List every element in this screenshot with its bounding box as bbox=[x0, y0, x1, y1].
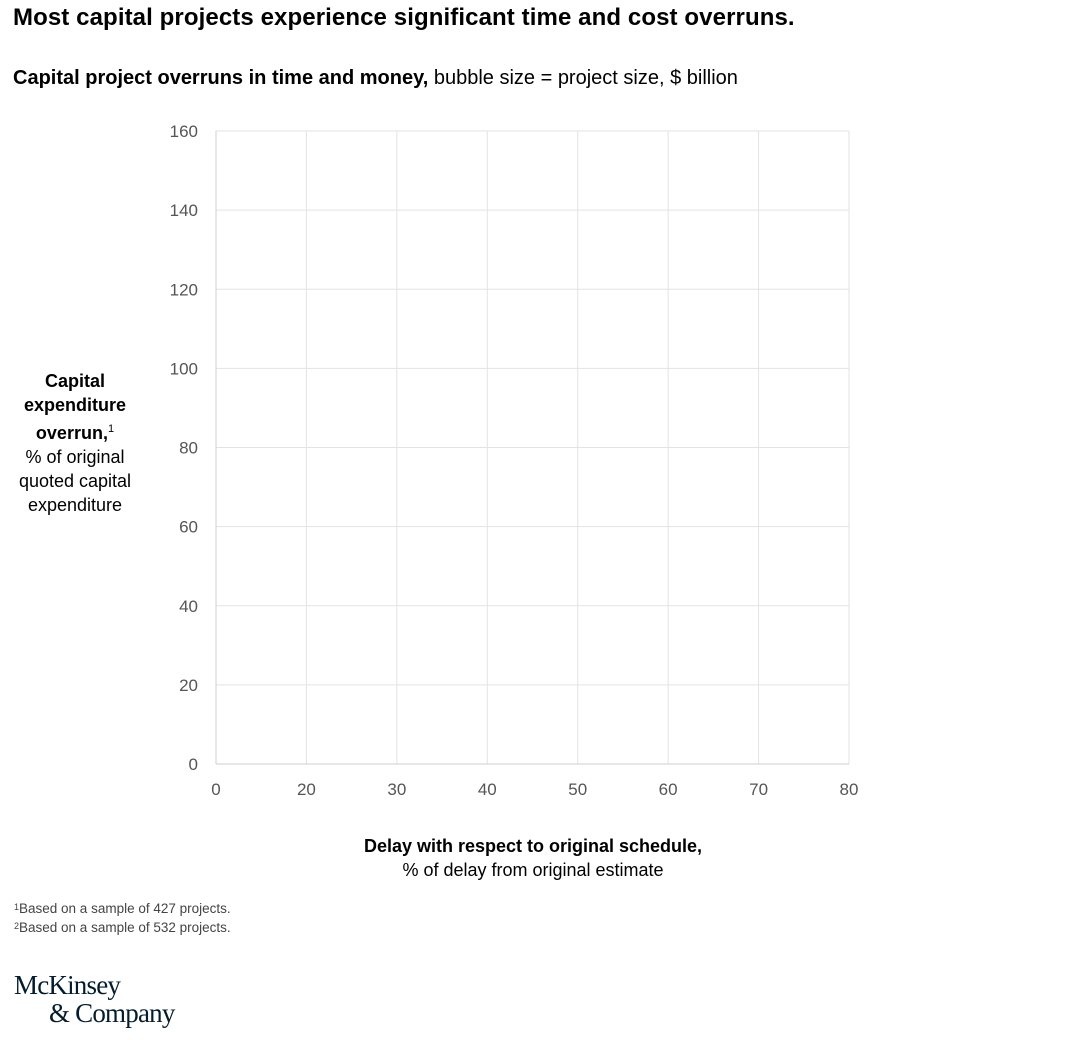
y-tick-label: 120 bbox=[170, 280, 198, 299]
chart-title: Most capital projects experience signifi… bbox=[13, 4, 795, 31]
chart-subtitle: Capital project overruns in time and mon… bbox=[13, 67, 738, 90]
footnote-2: 2Based on a sample of 532 projects. bbox=[14, 918, 231, 937]
x-tick-label: 40 bbox=[478, 780, 497, 799]
x-tick-label: 60 bbox=[659, 780, 678, 799]
y-tick-label: 80 bbox=[179, 439, 198, 458]
logo-line-1: McKinsey bbox=[14, 970, 121, 1000]
footnote-mark: 1 bbox=[14, 902, 20, 912]
x-tick-label: 30 bbox=[387, 780, 406, 799]
y-axis-label: Capital expenditure overrun,1 % of origin… bbox=[0, 369, 150, 517]
x-tick-label: 80 bbox=[840, 780, 859, 799]
subtitle-rest: bubble size = project size, $ billion bbox=[428, 67, 738, 89]
y-tick-label: 60 bbox=[179, 518, 198, 537]
logo-line-2: & Company bbox=[49, 998, 175, 1028]
mckinsey-logo: McKinsey & Company bbox=[14, 971, 175, 1027]
y-tick-label: 140 bbox=[170, 201, 198, 220]
x-axis-label-rest: % of delay from original estimate bbox=[402, 860, 664, 880]
y-axis-footnote-mark: 1 bbox=[107, 423, 115, 435]
bubble-chart: 0 20 40 60 80 100 120 140 160 0 20 30 40 50 60 70 80 bbox=[170, 122, 859, 799]
x-tick-label: 20 bbox=[297, 780, 316, 799]
subtitle-bold: Capital project overruns in time and mon… bbox=[13, 67, 429, 89]
y-tick-label: 160 bbox=[170, 122, 198, 141]
x-axis-label-bold: Delay with respect to original schedule, bbox=[363, 836, 703, 856]
footnote-mark: 2 bbox=[14, 921, 20, 931]
footnote-1: 1Based on a sample of 427 projects. bbox=[14, 899, 231, 918]
x-tick-label: 0 bbox=[211, 780, 220, 799]
y-tick-label: 0 bbox=[189, 755, 198, 774]
footnotes: 1Based on a sample of 427 projects. 2Bas… bbox=[14, 899, 231, 937]
x-axis-label: Delay with respect to original schedule,… bbox=[216, 834, 850, 882]
x-tick-label: 70 bbox=[749, 780, 768, 799]
y-tick-label: 40 bbox=[179, 597, 198, 616]
footnote-text: Based on a sample of 427 projects. bbox=[19, 901, 231, 916]
y-tick-label: 20 bbox=[179, 676, 198, 695]
y-axis-label-rest: % of original quoted capital expenditure bbox=[18, 447, 132, 515]
y-axis-label-bold: Capital expenditure overrun, bbox=[23, 371, 127, 443]
x-tick-label: 50 bbox=[568, 780, 587, 799]
y-tick-label: 100 bbox=[170, 359, 198, 378]
footnote-text: Based on a sample of 532 projects. bbox=[19, 920, 231, 935]
